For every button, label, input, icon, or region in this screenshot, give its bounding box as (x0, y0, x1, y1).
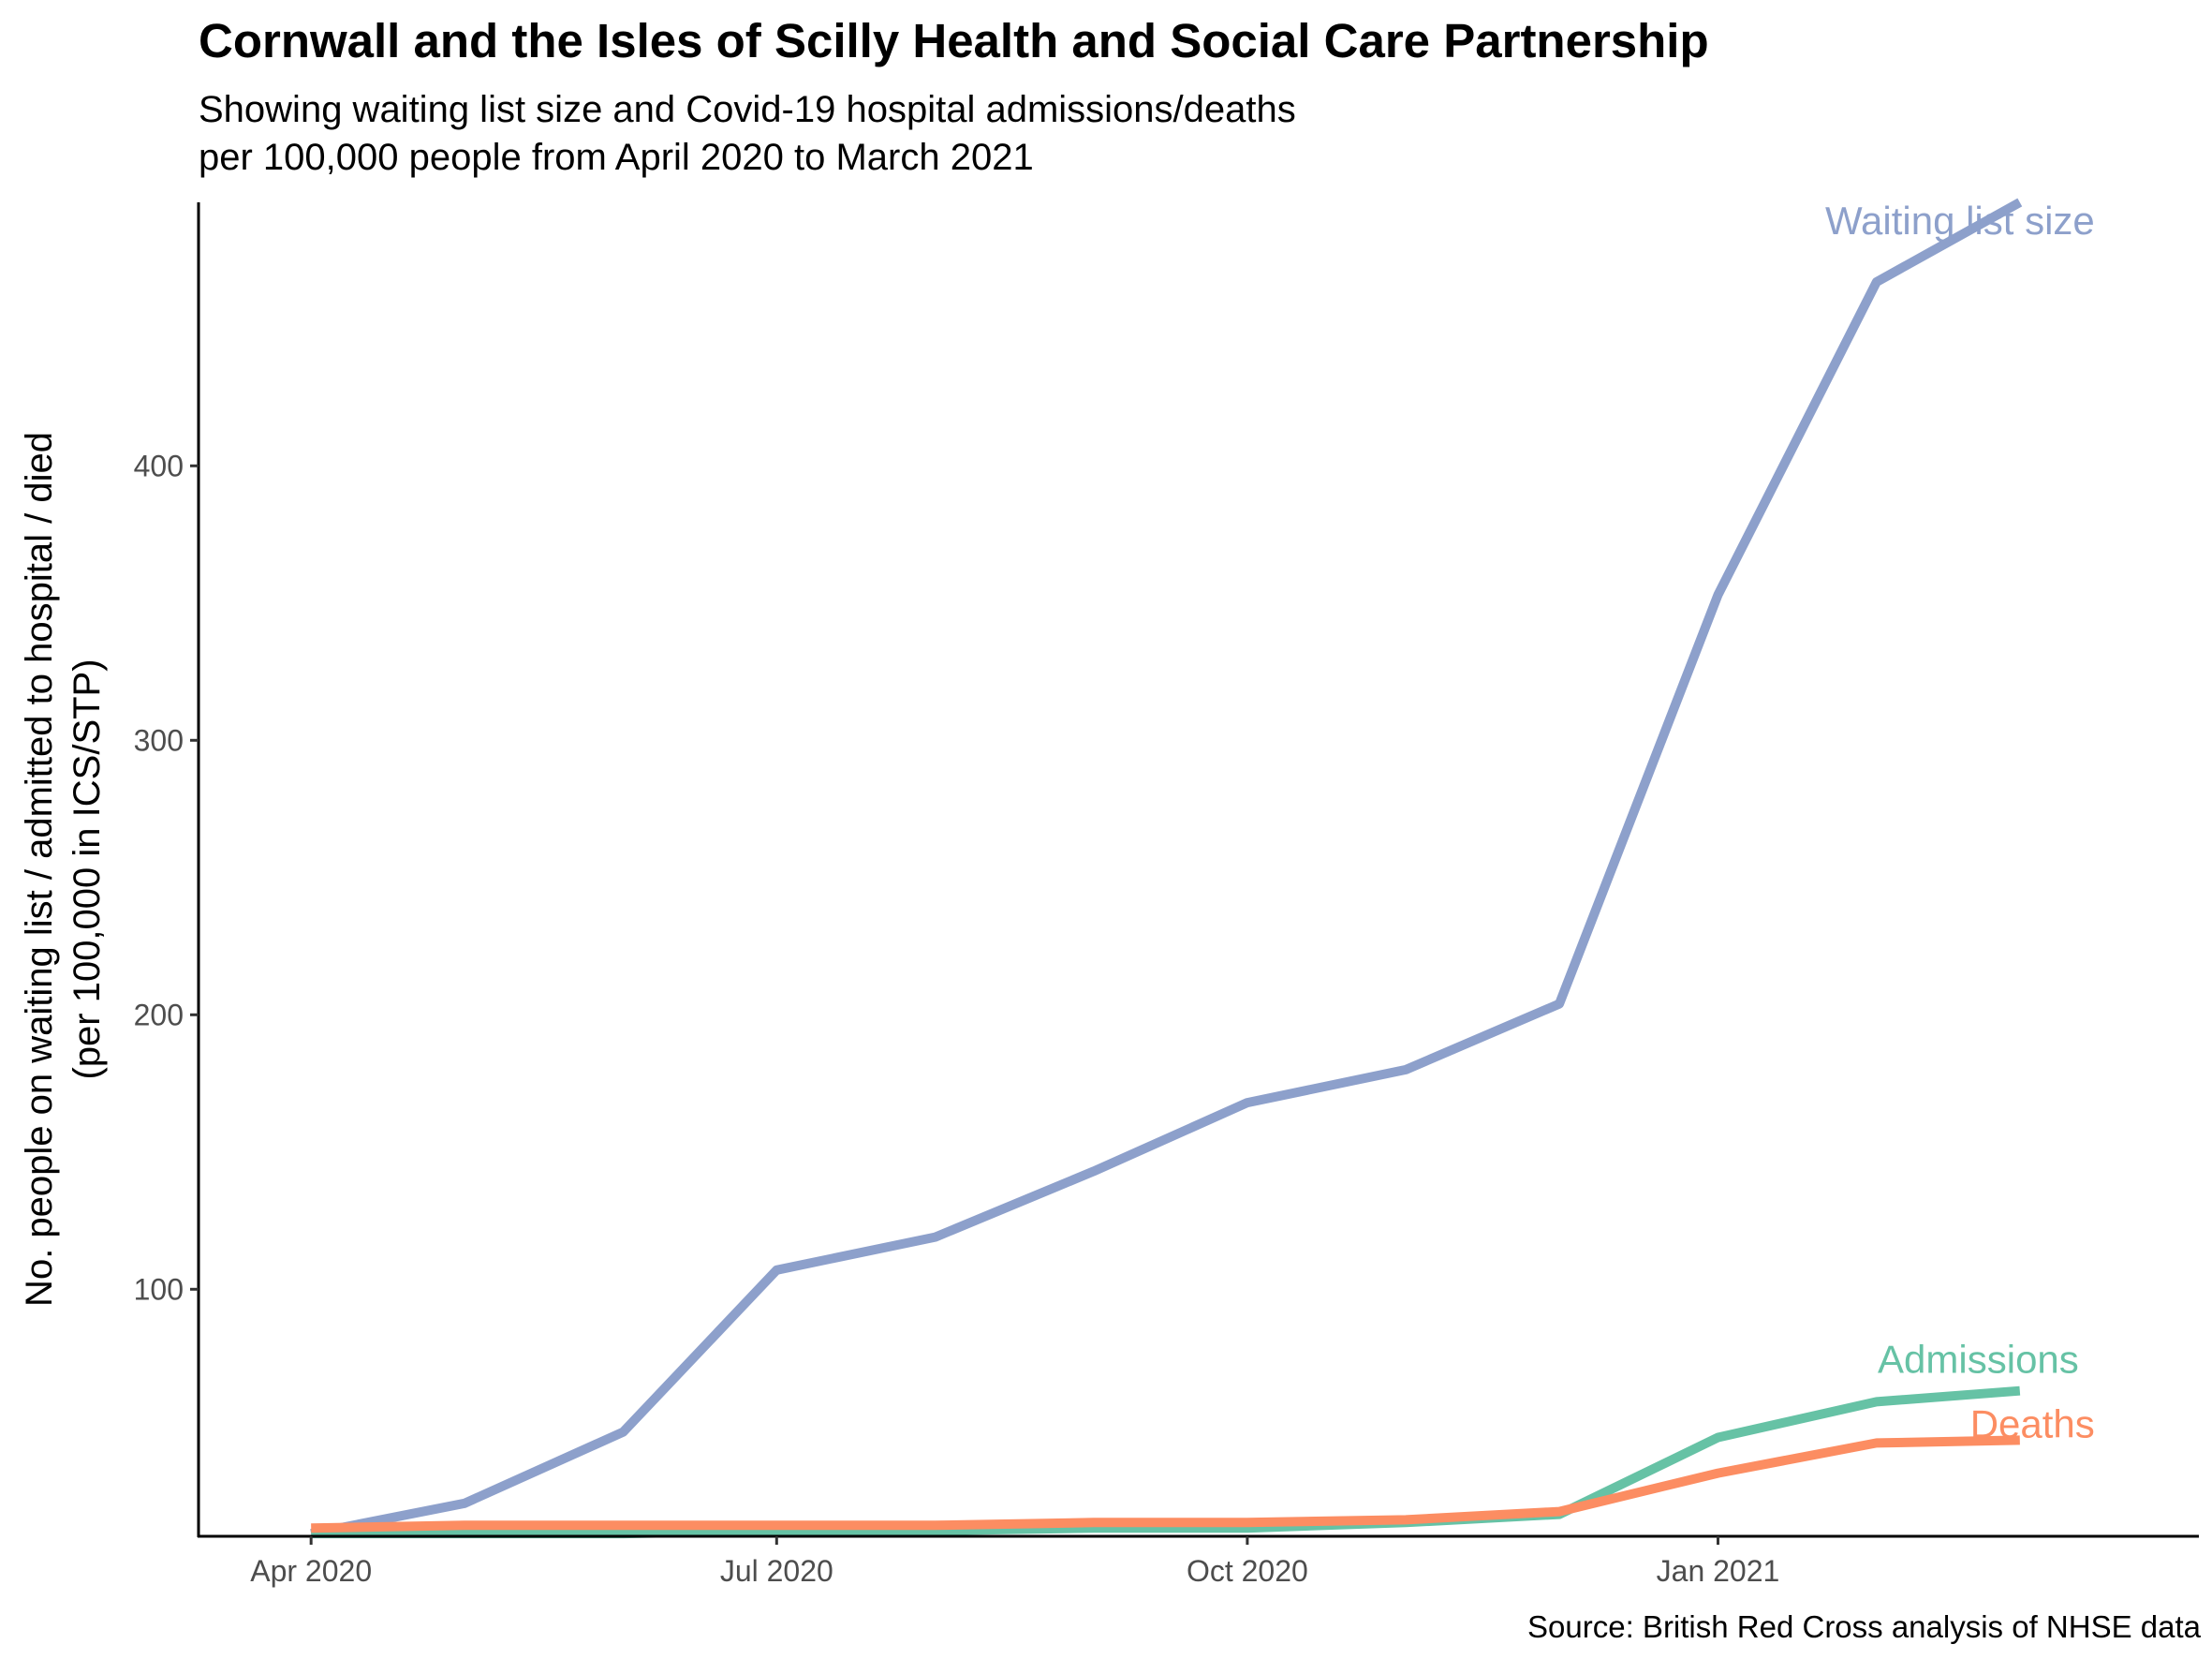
series-label-waiting-list-size: Waiting list size (1825, 199, 2095, 243)
x-tick-label-2021-01-01: Jan 2021 (1657, 1554, 1780, 1588)
subtitle-line-2: per 100,000 people from April 2020 to Ma… (199, 137, 1034, 178)
x-tick-label-2020-07-01: Jul 2020 (720, 1554, 833, 1588)
y-tick-label-100: 100 (134, 1272, 184, 1306)
axes-layer: 100 200 300 400 Apr 2020 Jul 2020 Oct 2020 Jan … (19, 202, 2199, 1588)
source-caption: Source: British Red Cross analysis of NH… (1527, 1609, 2201, 1644)
series-label-deaths: Deaths (1970, 1401, 2095, 1445)
series-line-waiting-list-size (310, 198, 2023, 1539)
series-line-admissions (311, 1385, 2021, 1539)
series-label-admissions: Admissions (1878, 1338, 2079, 1382)
x-tick-label-2020-04-01: Apr 2020 (250, 1554, 372, 1588)
y-tick-label-400: 400 (134, 449, 184, 482)
y-tick-label-300: 300 (134, 723, 184, 757)
labels-layer: Waiting list size Admissions Deaths (1825, 199, 2095, 1445)
chart-title: Cornwall and the Isles of Scilly Health … (199, 14, 1709, 67)
chart-subtitle: Showing waiting list size and Covid-19 h… (199, 86, 1296, 182)
series-line-deaths (311, 1435, 2020, 1533)
y-axis-title-line-1: No. people on waiting list / admitted to… (19, 432, 60, 1307)
y-axis-title-line-2: (per 100,000 in ICS/STP) (66, 659, 108, 1079)
subtitle-line-1: Showing waiting list size and Covid-19 h… (199, 89, 1296, 130)
y-axis-title: No. people on waiting list / admitted to… (19, 432, 108, 1307)
series-layer (310, 198, 2023, 1539)
x-tick-label-2020-10-01: Oct 2020 (1187, 1554, 1308, 1588)
y-tick-label-200: 200 (134, 998, 184, 1031)
